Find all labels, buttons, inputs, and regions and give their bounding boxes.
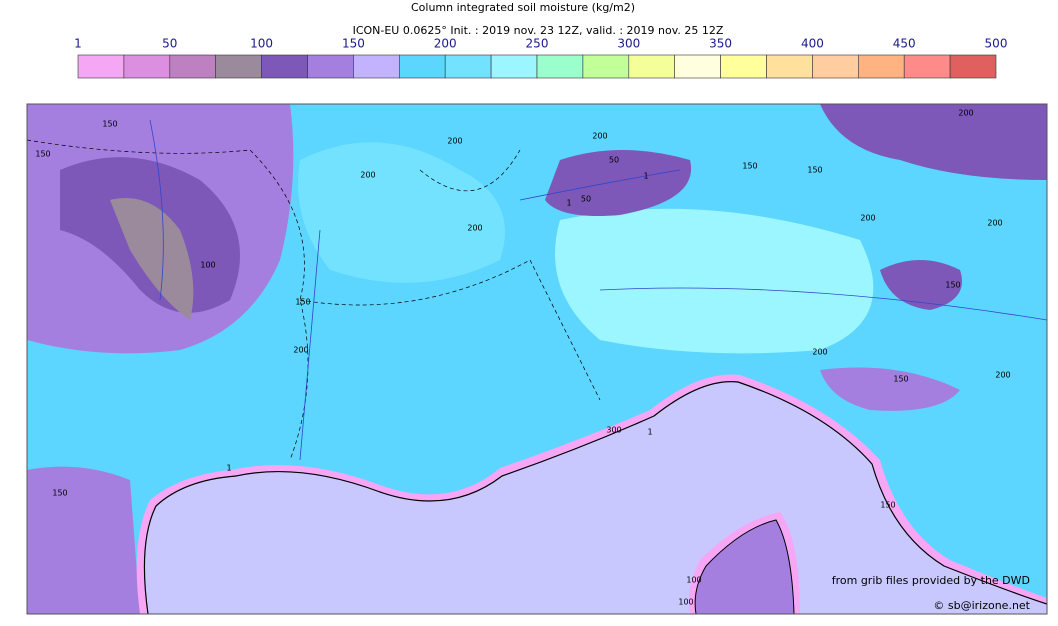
contour-label: 200 (958, 109, 973, 118)
colorbar-cell (536, 54, 584, 79)
colorbar-tick-label: 450 (893, 37, 916, 51)
colorbar-cell (949, 54, 997, 79)
region (880, 260, 962, 310)
region (555, 208, 874, 354)
colorbar-cell (261, 54, 308, 79)
contour-labels: 1501502002001001502002002001502001501505… (35, 109, 1010, 607)
contour-label: 200 (812, 348, 827, 357)
colorbar-tick-label: 200 (434, 37, 457, 51)
map (26, 103, 1048, 615)
credit: © sb@irizone.net (933, 599, 1030, 612)
region (27, 466, 140, 614)
contour-label: 1 (643, 172, 648, 181)
colorbar-cell (398, 54, 446, 79)
contour-label: 150 (295, 298, 310, 307)
contour-label: 50 (609, 156, 619, 165)
contour-label: 200 (860, 214, 875, 223)
contour-label: 200 (293, 346, 308, 355)
colorbar-cell (766, 54, 813, 79)
contour-label: 150 (742, 162, 757, 171)
map-title: Column integrated soil moisture (kg/m2) (411, 1, 635, 14)
contour-label: 1 (226, 464, 231, 473)
coastline (694, 519, 795, 614)
contour-label: 100 (200, 261, 215, 270)
colorbar-cell (628, 54, 675, 79)
colorbar-cell (490, 54, 538, 79)
colorbar-cell (812, 54, 859, 79)
region (820, 104, 1047, 180)
rivers (149, 119, 1047, 461)
colorbar-tick-label: 400 (801, 37, 824, 51)
colorbar-cell (307, 54, 354, 79)
coastline (143, 475, 237, 614)
sea (144, 381, 1047, 614)
region (110, 198, 194, 320)
contour-label: 100 (686, 576, 701, 585)
colorbar-tick-label: 250 (526, 37, 549, 51)
contour-label: 1 (566, 199, 571, 208)
contour-label: 200 (592, 132, 607, 141)
region (298, 142, 505, 283)
contour-label: 200 (360, 171, 375, 180)
contour-label: 200 (447, 137, 462, 146)
colorbar: 1 50 100 150 200 250 300 350 400 450 500 (74, 37, 1007, 79)
coastline (235, 381, 1047, 605)
colorbar-cell (857, 54, 905, 79)
colorbar-cell (169, 54, 217, 79)
contour-label: 150 (893, 375, 908, 384)
region (545, 150, 692, 216)
contour-label: 150 (52, 489, 67, 498)
colorbar-cell (903, 54, 951, 79)
colorbar-tick-label: 500 (985, 37, 1008, 51)
colorbar-cell (720, 54, 767, 79)
colorbar-tick-label: 50 (162, 37, 177, 51)
colorbar-cell (77, 54, 125, 79)
colorbar-cell (353, 54, 400, 79)
map-frame (26, 103, 1048, 615)
contour-label: 150 (35, 150, 50, 159)
contour-label: 1 (647, 428, 652, 437)
contour-label: 100 (678, 598, 693, 607)
colorbar-cell (123, 54, 171, 79)
contour-label: 150 (102, 120, 117, 129)
colorbar-cell (444, 54, 492, 79)
contour-label: 200 (467, 224, 482, 233)
contour-label: 150 (880, 501, 895, 510)
region (820, 367, 960, 411)
colorbar-cell (582, 54, 630, 79)
colorbar-tick-label: 1 (74, 37, 82, 51)
colorbar-cell (674, 54, 721, 79)
contour-label: 150 (807, 166, 822, 175)
colorbar-cell (215, 54, 262, 79)
colorbar-tick-label: 350 (709, 37, 732, 51)
map-subtitle: ICON-EU 0.0625° Init. : 2019 nov. 23 12Z… (353, 24, 724, 37)
contour-label: 150 (945, 281, 960, 290)
island (695, 520, 794, 614)
colorbar-tick-label: 100 (250, 37, 273, 51)
contour-label: 200 (987, 219, 1002, 228)
colorbar-tick-label: 300 (617, 37, 640, 51)
colorbar-tick-label: 150 (342, 37, 365, 51)
credit: from grib files provided by the DWD (832, 574, 1030, 587)
contour-label: 300 (606, 426, 621, 435)
contour-label: 200 (995, 371, 1010, 380)
contour-label: 50 (581, 195, 591, 204)
